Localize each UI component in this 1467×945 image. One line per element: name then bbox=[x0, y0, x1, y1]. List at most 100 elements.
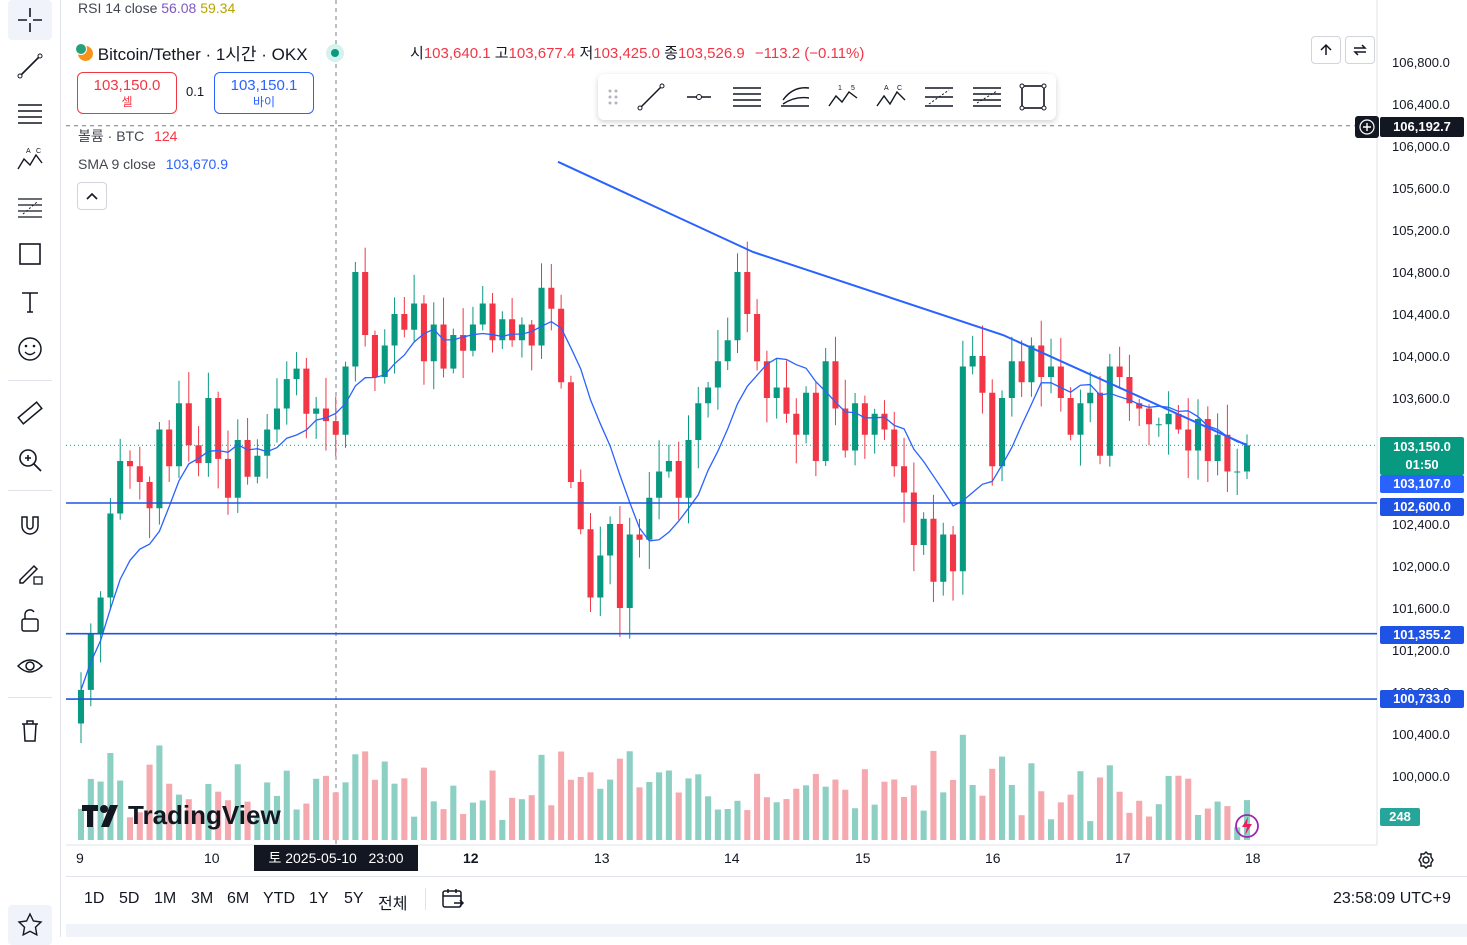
y-axis-label: 106,000.0 bbox=[1392, 139, 1450, 154]
sell-button[interactable]: 103,150.0 셀 bbox=[77, 72, 177, 114]
candle-body bbox=[616, 524, 623, 608]
candle-body bbox=[479, 303, 486, 325]
symbol-header[interactable]: Bitcoin/Tether · 1시간 · OKX bbox=[75, 40, 345, 65]
candle-body bbox=[1136, 403, 1143, 409]
candle-body bbox=[626, 534, 633, 608]
candle-body bbox=[1155, 424, 1162, 426]
volume-bar bbox=[842, 789, 849, 840]
volume-bar bbox=[1038, 791, 1045, 840]
volume-bar bbox=[205, 783, 212, 840]
lock-draw-icon[interactable] bbox=[8, 552, 52, 592]
volume-bar bbox=[822, 786, 829, 840]
candle-body bbox=[940, 534, 947, 582]
range-button-5D[interactable]: 5D bbox=[119, 890, 140, 907]
fib-extension-icon[interactable] bbox=[968, 80, 1006, 114]
candle-body bbox=[469, 324, 476, 351]
trend-line-icon[interactable] bbox=[632, 80, 670, 114]
magnet-icon[interactable] bbox=[8, 505, 52, 545]
range-button-1M[interactable]: 1M bbox=[154, 890, 177, 907]
x-axis-label: 18 bbox=[1245, 850, 1261, 866]
y-axis-label: 100,400.0 bbox=[1392, 727, 1450, 742]
emoji-icon[interactable] bbox=[8, 329, 52, 369]
candle-body bbox=[146, 482, 153, 509]
ruler-icon[interactable] bbox=[8, 393, 52, 433]
clock-display[interactable]: 23:58:09 UTC+9 bbox=[1333, 890, 1451, 907]
fib-retracement-icon[interactable] bbox=[920, 80, 958, 114]
range-button-YTD[interactable]: YTD bbox=[263, 890, 295, 907]
volume-bar bbox=[910, 785, 917, 840]
volume-bar bbox=[861, 769, 868, 840]
candle-body bbox=[1145, 408, 1153, 425]
candle-body bbox=[979, 356, 986, 393]
svg-text:1: 1 bbox=[838, 85, 842, 92]
rectangle-icon[interactable] bbox=[1014, 80, 1052, 114]
volume-bar bbox=[920, 810, 927, 840]
candle-body bbox=[117, 461, 124, 514]
range-button-전체[interactable]: 전체 bbox=[378, 896, 408, 913]
range-button-6M[interactable]: 6M bbox=[227, 890, 250, 907]
candle-body bbox=[1038, 345, 1045, 377]
replay-button[interactable] bbox=[1345, 36, 1375, 64]
crosshair-date-badge: 토 2025-05-10 23:00 bbox=[254, 845, 418, 871]
rsi-legend[interactable]: RSI 14 close 56.08 59.34 bbox=[78, 0, 235, 16]
volume-bar bbox=[1214, 801, 1221, 840]
eye-icon[interactable] bbox=[8, 646, 52, 686]
volume-bar bbox=[685, 778, 692, 840]
crosshair-add-icon[interactable] bbox=[1355, 116, 1379, 138]
drag-handle-icon[interactable] bbox=[598, 80, 628, 114]
range-button-1Y[interactable]: 1Y bbox=[309, 890, 329, 907]
candle-body bbox=[548, 287, 555, 309]
horizontal-ray-icon[interactable] bbox=[680, 80, 718, 114]
trash-icon[interactable] bbox=[8, 710, 52, 750]
lightning-icon[interactable] bbox=[1233, 812, 1261, 840]
rectangle-icon[interactable] bbox=[8, 234, 52, 274]
buy-button[interactable]: 103,150.1 바이 bbox=[214, 72, 314, 114]
zoom-icon[interactable] bbox=[8, 440, 52, 480]
candle-body bbox=[861, 403, 868, 435]
candle-body bbox=[822, 361, 829, 461]
range-button-3M[interactable]: 3M bbox=[191, 890, 214, 907]
volume-bar bbox=[342, 782, 349, 840]
volume-legend[interactable]: 볼륨 · BTC 124 bbox=[78, 126, 177, 146]
candle-body bbox=[989, 392, 996, 467]
sma-legend[interactable]: SMA 9 close 103,670.9 bbox=[78, 156, 228, 172]
volume-bar bbox=[136, 812, 143, 840]
range-button-1D[interactable]: 1D bbox=[84, 890, 105, 907]
volume-bar bbox=[156, 745, 163, 840]
volume-bar bbox=[773, 802, 780, 840]
volume-bar bbox=[1018, 815, 1025, 840]
y-axis-label: 105,600.0 bbox=[1392, 181, 1450, 196]
volume-bar bbox=[1096, 777, 1104, 840]
star-icon[interactable] bbox=[8, 905, 52, 945]
horizontal-lines-icon[interactable] bbox=[8, 93, 52, 133]
volume-bar bbox=[881, 781, 888, 840]
date-range-icon[interactable] bbox=[440, 886, 466, 912]
collapse-legend-button[interactable] bbox=[77, 182, 107, 210]
range-button-5Y[interactable]: 5Y bbox=[344, 890, 364, 907]
fib-icon[interactable] bbox=[8, 187, 52, 227]
scroll-up-button[interactable] bbox=[1311, 36, 1341, 64]
symbol-title: Bitcoin/Tether · 1시간 · OKX bbox=[97, 45, 308, 64]
volume-bar bbox=[195, 812, 202, 840]
trend-line[interactable] bbox=[557, 160, 1248, 447]
lock-icon[interactable] bbox=[8, 600, 52, 640]
volume-bar bbox=[626, 751, 633, 840]
trend-line-icon[interactable] bbox=[8, 46, 52, 86]
price-chart[interactable] bbox=[0, 0, 1467, 870]
parallel-channel-icon[interactable] bbox=[728, 80, 766, 114]
candle-body bbox=[450, 335, 457, 369]
candle-body bbox=[1224, 434, 1231, 472]
text-icon[interactable] bbox=[8, 282, 52, 322]
candle-body bbox=[744, 272, 751, 314]
sma-price-badge: 103,107.0 bbox=[1380, 475, 1464, 493]
axis-settings-icon[interactable] bbox=[1415, 849, 1437, 871]
volume-bar bbox=[264, 782, 271, 840]
volume-bar bbox=[273, 795, 281, 840]
candle-body bbox=[665, 461, 672, 472]
candle-body bbox=[852, 403, 859, 451]
pitchfork-icon[interactable] bbox=[776, 80, 814, 114]
crosshair-icon[interactable] bbox=[8, 0, 52, 40]
